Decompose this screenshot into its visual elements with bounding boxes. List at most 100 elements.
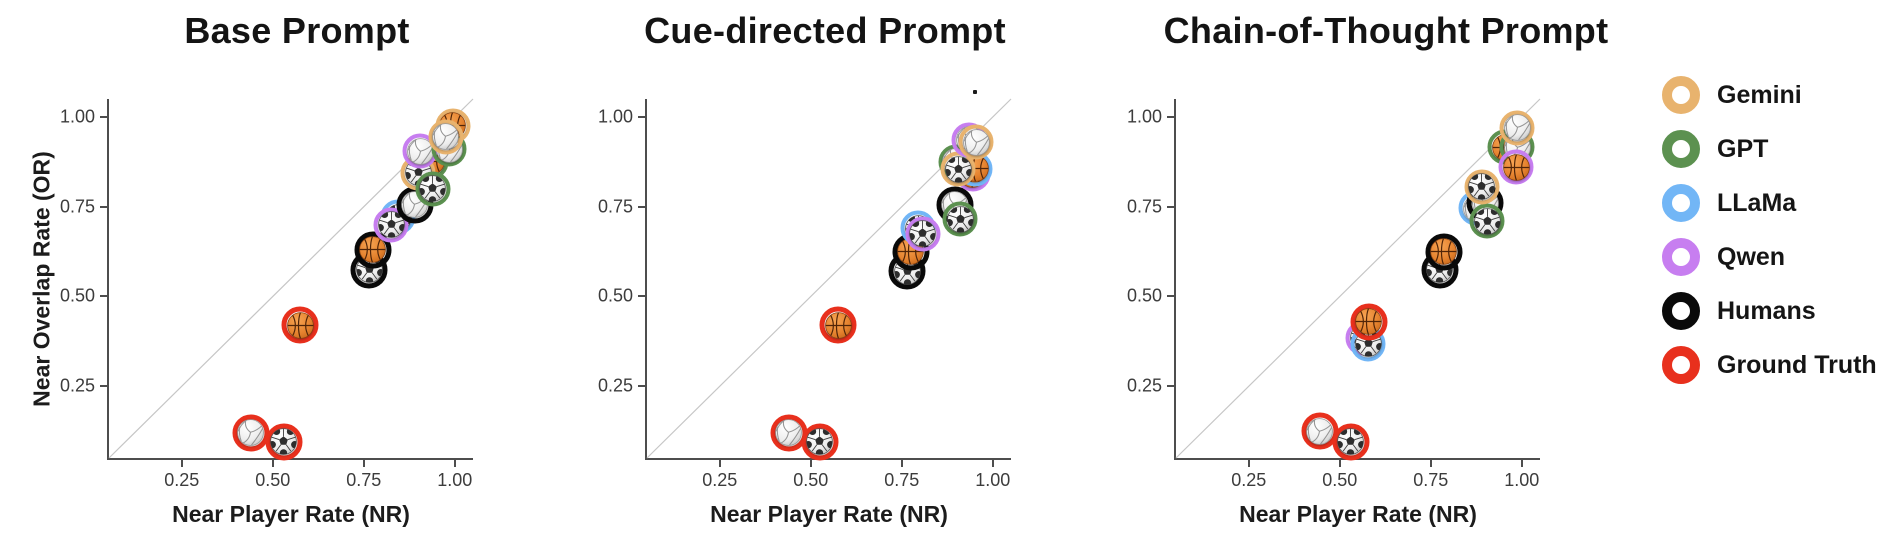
ground-truth-ring xyxy=(819,306,857,344)
legend-label: LLaMa xyxy=(1717,188,1797,217)
y-axis-title: Near Overlap Rate (OR) xyxy=(28,150,55,407)
data-point-ground-truth-basketball xyxy=(1350,303,1388,341)
gpt-ring-icon xyxy=(1662,130,1700,168)
plot-area: 0.25 0.50 0.75 1.00 1.00 0.75 0.50 0.25 Near Pla… xyxy=(1127,98,1541,527)
volleyball-ball-icon xyxy=(1306,417,1334,445)
x-tick-mark xyxy=(362,458,365,467)
gpt-ring xyxy=(942,201,978,237)
diagonal-reference-line xyxy=(1175,98,1541,459)
x-tick-mark xyxy=(809,458,812,467)
x-axis-title: Near Player Rate (NR) xyxy=(1239,501,1477,527)
y-tick-mark xyxy=(100,115,109,118)
legend-label: GPT xyxy=(1717,134,1769,163)
x-tick-label: 0.75 xyxy=(346,470,382,490)
y-tick-mark xyxy=(1167,385,1176,388)
ground-truth-ring xyxy=(1350,303,1388,341)
x-tick-label: 0.75 xyxy=(1413,470,1449,490)
x-tick-mark xyxy=(900,458,903,467)
x-tick-label: 0.50 xyxy=(1322,470,1358,490)
data-point-qwen-soccer xyxy=(905,216,941,252)
data-point-gemini-volleyball xyxy=(958,124,994,160)
basketball-ball-icon xyxy=(1503,153,1530,181)
qwen-ring xyxy=(373,207,409,243)
ground-truth-ring xyxy=(281,306,319,344)
x-tick-mark xyxy=(271,458,274,467)
x-tick-label: 1.00 xyxy=(975,470,1011,490)
ground-truth-ring xyxy=(1332,423,1370,461)
gemini-ring xyxy=(958,124,994,160)
panel-chain-of-thought-prompt: Chain-of-Thought Prompt 0.25 0.50 0.75 1.00 1… xyxy=(1127,0,1608,552)
qwen-ring xyxy=(1498,149,1534,185)
ground-truth-ring xyxy=(265,423,303,461)
humans-ring-icon xyxy=(1662,292,1700,330)
plot-title: Base Prompt xyxy=(184,10,410,51)
data-point-ground-truth-soccer xyxy=(1332,423,1370,461)
llama-ring-icon xyxy=(1662,184,1700,222)
gemini-ring xyxy=(1464,169,1500,205)
humans-ring xyxy=(1425,233,1463,271)
plot-area: 0.25 0.50 0.75 1.00 1.00 0.75 0.50 0.25 Near Pla… xyxy=(29,98,474,527)
x-tick-label: 0.75 xyxy=(884,470,920,490)
soccer-ball-icon xyxy=(1337,428,1365,456)
soccer-ball-icon xyxy=(944,155,972,183)
volleyball-ball-icon xyxy=(775,419,803,447)
y-tick-mark xyxy=(638,385,647,388)
y-tick-label: 0.75 xyxy=(59,196,95,217)
legend-item-ground-truth: Ground Truth xyxy=(1662,346,1877,384)
basketball-ball-icon xyxy=(1430,238,1457,265)
data-point-humans-basketball xyxy=(354,231,392,269)
legend-label: Gemini xyxy=(1717,80,1802,109)
x-tick-mark xyxy=(718,458,721,467)
y-tick-label: 1.00 xyxy=(59,106,95,127)
y-tick-mark xyxy=(1167,295,1176,298)
data-point-humans-basketball xyxy=(1425,233,1463,271)
legend-item-qwen: Qwen xyxy=(1662,238,1877,276)
x-tick-label: 0.25 xyxy=(164,470,200,490)
soccer-ball-icon xyxy=(1468,173,1496,201)
volleyball-ball-icon xyxy=(406,137,434,165)
y-tick-mark xyxy=(100,385,109,388)
basketball-ball-icon xyxy=(359,236,387,264)
qwen-ring-icon xyxy=(1662,238,1700,276)
gemini-ring-icon xyxy=(1662,76,1700,114)
x-tick-label: 1.00 xyxy=(1504,470,1540,490)
y-tick-mark xyxy=(638,115,647,118)
x-tick-label: 0.50 xyxy=(793,470,829,490)
data-point-ground-truth-basketball xyxy=(281,306,319,344)
data-point-gemini-volleyball xyxy=(428,119,464,155)
x-axis-title: Near Player Rate (NR) xyxy=(710,501,948,527)
data-point-qwen-basketball xyxy=(1498,149,1534,185)
plot-title: Chain-of-Thought Prompt xyxy=(1163,10,1609,51)
legend-item-gpt: GPT xyxy=(1662,130,1877,168)
legend-label: Ground Truth xyxy=(1717,350,1877,379)
legend-item-llama: LLaMa xyxy=(1662,184,1877,222)
volleyball-ball-icon xyxy=(432,123,459,150)
soccer-ball-icon xyxy=(909,220,937,247)
x-tick-mark xyxy=(991,458,994,467)
soccer-ball-icon xyxy=(270,428,298,456)
y-tick-mark xyxy=(1167,115,1176,118)
panel-base-prompt: Base Prompt 0.25 0.50 0.75 1.00 1.00 0.75 0.50 0… xyxy=(29,0,474,552)
legend: Gemini GPT LLaMa Qwen Humans Ground Truth xyxy=(1662,76,1877,384)
volleyball-ball-icon xyxy=(237,419,265,447)
legend-label: Qwen xyxy=(1717,242,1786,271)
ground-truth-ring xyxy=(1301,412,1339,450)
x-tick-mark xyxy=(1247,458,1250,467)
x-tick-mark xyxy=(180,458,183,467)
x-tick-mark xyxy=(453,458,456,467)
soccer-ball-icon xyxy=(806,428,834,456)
y-tick-label: 0.25 xyxy=(597,375,633,396)
x-tick-mark xyxy=(1520,458,1523,467)
volleyball-ball-icon xyxy=(963,128,990,156)
data-point-qwen-soccer xyxy=(373,207,409,243)
data-point-ground-truth-volleyball xyxy=(232,414,270,452)
data-point-ground-truth-soccer xyxy=(265,423,303,461)
plot-title: Cue-directed Prompt xyxy=(644,10,1006,51)
y-tick-label: 0.25 xyxy=(1126,375,1162,396)
y-tick-label: 0.50 xyxy=(1126,285,1162,306)
x-tick-label: 0.50 xyxy=(255,470,291,490)
x-tick-label: 0.25 xyxy=(1231,470,1267,490)
data-point-gpt-soccer xyxy=(1469,203,1505,239)
data-point-gpt-soccer xyxy=(415,171,451,207)
